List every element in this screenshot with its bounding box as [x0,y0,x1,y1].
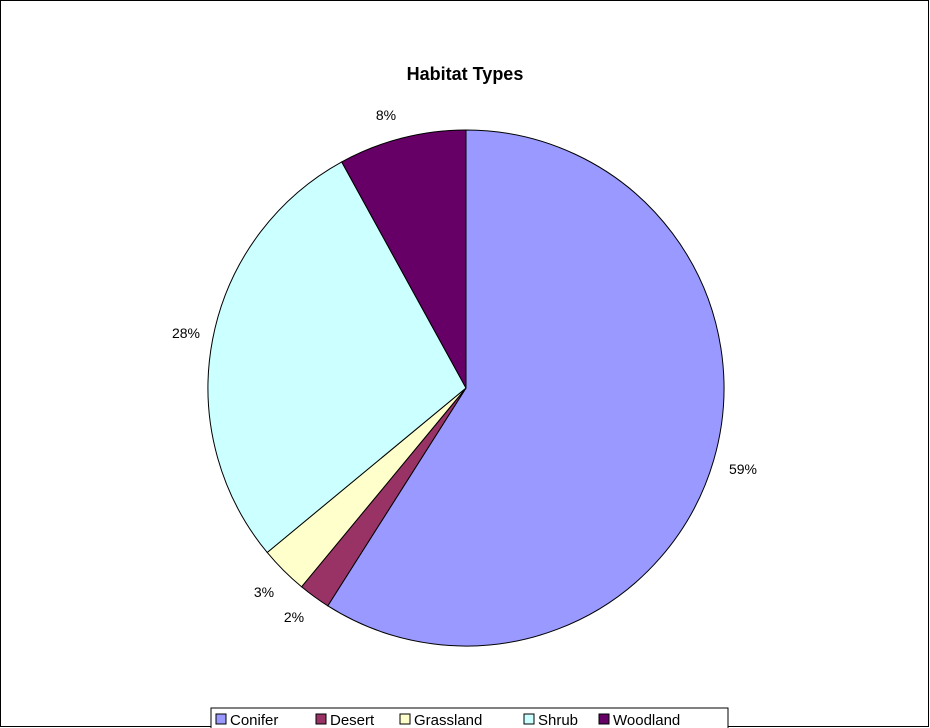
data-label-desert: 2% [284,609,304,625]
legend-swatch-grassland [399,713,411,725]
legend-label-woodland: Woodland [613,712,680,728]
chart-title: Habitat Types [407,64,524,84]
data-label-woodland: 8% [376,107,396,123]
data-label-grassland: 3% [254,584,274,600]
data-label-shrub: 28% [172,325,200,341]
legend-label-shrub: Shrub [538,712,578,728]
legend-label-grassland: Grassland [414,712,482,728]
data-label-conifer: 59% [729,461,757,477]
legend-swatch-conifer [215,713,227,725]
legend-label-conifer: Conifer [230,712,278,728]
pie-slice-conifer [327,129,725,647]
pie-slice-woodland [341,129,467,389]
pie-slice-shrub [207,161,467,554]
legend: Conifer Desert Grassland Shrub Woodland [210,707,729,728]
data-labels: 59% 2% 3% 28% 8% [172,107,757,625]
legend-swatch-shrub [523,713,535,725]
pie-slices [207,129,725,647]
legend-swatch-woodland [598,713,610,725]
legend-label-desert: Desert [330,712,375,728]
legend-swatch-desert [315,713,327,725]
